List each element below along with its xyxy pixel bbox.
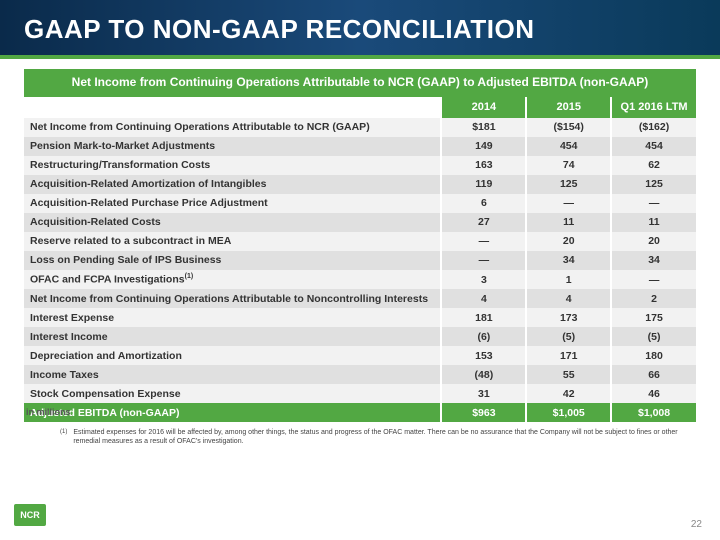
row-label: Net Income from Continuing Operations At… (24, 289, 441, 308)
row-value: — (441, 251, 526, 270)
units-label: in millions (26, 407, 71, 418)
row-value: $181 (441, 118, 526, 137)
row-label: Net Income from Continuing Operations At… (24, 118, 441, 137)
total-value: $963 (441, 403, 526, 422)
row-value: 55 (526, 365, 611, 384)
row-value: 62 (611, 156, 696, 175)
row-value: (5) (611, 327, 696, 346)
row-label: Income Taxes (24, 365, 441, 384)
table-row: Interest Expense181173175 (24, 308, 696, 327)
table-row: Stock Compensation Expense314246 (24, 384, 696, 403)
table-row: OFAC and FCPA Investigations(1)31— (24, 270, 696, 290)
row-value: 171 (526, 346, 611, 365)
col-header-0: 2014 (441, 97, 526, 118)
table-title: Net Income from Continuing Operations At… (24, 69, 696, 97)
row-label: Loss on Pending Sale of IPS Business (24, 251, 441, 270)
row-value: 180 (611, 346, 696, 365)
row-value: 173 (526, 308, 611, 327)
row-value: 125 (611, 175, 696, 194)
row-value: 27 (441, 213, 526, 232)
reconciliation-table: in millions 2014 2015 Q1 2016 LTM Net In… (24, 97, 696, 423)
row-value: 42 (526, 384, 611, 403)
table-row: Depreciation and Amortization153171180 (24, 346, 696, 365)
row-value: 119 (441, 175, 526, 194)
content-area: Net Income from Continuing Operations At… (0, 59, 720, 422)
table-row: Acquisition-Related Amortization of Inta… (24, 175, 696, 194)
row-value: 3 (441, 270, 526, 290)
row-value: 454 (611, 137, 696, 156)
header-spacer: in millions (24, 97, 441, 118)
row-value: 11 (526, 213, 611, 232)
col-header-1: 2015 (526, 97, 611, 118)
table-row: Pension Mark-to-Market Adjustments149454… (24, 137, 696, 156)
table-row: Loss on Pending Sale of IPS Business—343… (24, 251, 696, 270)
table-row: Restructuring/Transformation Costs163746… (24, 156, 696, 175)
table-row: Income Taxes(48)5566 (24, 365, 696, 384)
row-value: ($154) (526, 118, 611, 137)
row-value: 1 (526, 270, 611, 290)
row-value: 4 (441, 289, 526, 308)
row-label: Restructuring/Transformation Costs (24, 156, 441, 175)
row-label: Acquisition-Related Purchase Price Adjus… (24, 194, 441, 213)
row-value: 6 (441, 194, 526, 213)
table-header-row: in millions 2014 2015 Q1 2016 LTM (24, 97, 696, 118)
row-label: Pension Mark-to-Market Adjustments (24, 137, 441, 156)
row-value: 34 (526, 251, 611, 270)
row-value: 153 (441, 346, 526, 365)
row-value: 20 (611, 232, 696, 251)
row-label: OFAC and FCPA Investigations(1) (24, 270, 441, 290)
superscript: (1) (185, 273, 194, 280)
row-label: Reserve related to a subcontract in MEA (24, 232, 441, 251)
row-label: Depreciation and Amortization (24, 346, 441, 365)
footnote-text: Estimated expenses for 2016 will be affe… (73, 428, 696, 446)
row-value: — (611, 270, 696, 290)
col-header-2: Q1 2016 LTM (611, 97, 696, 118)
row-value: 31 (441, 384, 526, 403)
row-value: 2 (611, 289, 696, 308)
table-row: Interest Income(6)(5)(5) (24, 327, 696, 346)
table-row: Acquisition-Related Purchase Price Adjus… (24, 194, 696, 213)
row-value: (5) (526, 327, 611, 346)
footnote-marker: (1) (60, 428, 67, 446)
table-row: Reserve related to a subcontract in MEA—… (24, 232, 696, 251)
slide-header: GAAP TO NON-GAAP RECONCILIATION (0, 0, 720, 59)
row-label: Acquisition-Related Amortization of Inta… (24, 175, 441, 194)
row-value: 74 (526, 156, 611, 175)
row-value: 66 (611, 365, 696, 384)
row-value: 34 (611, 251, 696, 270)
row-label: Stock Compensation Expense (24, 384, 441, 403)
row-value: 46 (611, 384, 696, 403)
row-label: Acquisition-Related Costs (24, 213, 441, 232)
row-value: 454 (526, 137, 611, 156)
row-value: ($162) (611, 118, 696, 137)
row-value: — (611, 194, 696, 213)
row-label: Interest Income (24, 327, 441, 346)
table-row: Acquisition-Related Costs271111 (24, 213, 696, 232)
ncr-logo: NCR (14, 504, 46, 526)
row-value: 20 (526, 232, 611, 251)
row-value: 181 (441, 308, 526, 327)
footnote-area: (1) Estimated expenses for 2016 will be … (0, 422, 720, 446)
row-value: (6) (441, 327, 526, 346)
row-label: Interest Expense (24, 308, 441, 327)
table-row: Net Income from Continuing Operations At… (24, 118, 696, 137)
total-value: $1,005 (526, 403, 611, 422)
row-value: 149 (441, 137, 526, 156)
row-value: 11 (611, 213, 696, 232)
row-value: (48) (441, 365, 526, 384)
slide-title: GAAP TO NON-GAAP RECONCILIATION (24, 14, 696, 45)
total-row: Adjusted EBITDA (non-GAAP)$963$1,005$1,0… (24, 403, 696, 422)
table-row: Net Income from Continuing Operations At… (24, 289, 696, 308)
row-value: 4 (526, 289, 611, 308)
total-value: $1,008 (611, 403, 696, 422)
row-value: 163 (441, 156, 526, 175)
total-label: Adjusted EBITDA (non-GAAP) (24, 403, 441, 422)
page-number: 22 (691, 519, 702, 530)
row-value: 175 (611, 308, 696, 327)
row-value: — (526, 194, 611, 213)
row-value: 125 (526, 175, 611, 194)
row-value: — (441, 232, 526, 251)
